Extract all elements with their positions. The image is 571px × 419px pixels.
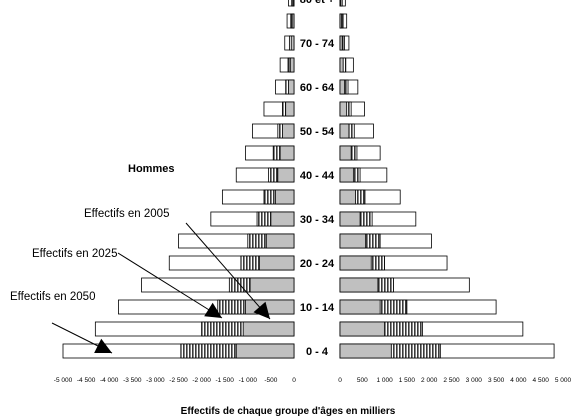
bar-female-effectifs-en-2005-15 — [339, 13, 342, 29]
age-label-2: 10 - 14 — [300, 302, 335, 314]
age-label-10: 50 - 54 — [300, 126, 335, 138]
male-bars — [62, 0, 295, 359]
bar-male-effectifs-en-2005-8 — [277, 167, 295, 183]
right-axis-ticks: 0 500 1 000 1 500 2 000 2 500 3 000 3 500 4 000 4… — [338, 377, 571, 384]
bar-male-effectifs-en-2005-2 — [245, 299, 295, 315]
bar-female-effectifs-en-2005-11 — [339, 101, 348, 117]
right-tick-label: 1 000 — [376, 377, 393, 384]
left-tick-label: -3 000 — [146, 377, 165, 384]
annotation-arrowhead-2 — [94, 338, 112, 353]
right-tick-label: 500 — [357, 377, 368, 384]
age-label-8: 40 - 44 — [300, 170, 335, 182]
bar-female-effectifs-en-2005-6 — [339, 211, 361, 227]
bar-female-effectifs-en-2005-9 — [339, 145, 352, 161]
left-tick-label: 0 — [292, 377, 296, 384]
x-axis-title: Effectifs de chaque groupe d'âges en mil… — [181, 406, 396, 417]
left-tick-label: -2 000 — [192, 377, 211, 384]
right-tick-label: 1 500 — [399, 377, 416, 384]
bar-female-effectifs-en-2005-16 — [339, 0, 342, 7]
annotation-label-2: Effectifs en 2050 — [10, 291, 95, 303]
bar-male-effectifs-en-2005-1 — [242, 321, 295, 337]
age-label-0: 0 - 4 — [306, 346, 329, 358]
left-tick-label: -4 000 — [100, 377, 119, 384]
age-labels: 0 - 4 10 - 14 20 - 24 30 - 34 40 - 44 50 - 54… — [300, 0, 335, 358]
bar-male-effectifs-en-2005-10 — [282, 123, 295, 139]
left-tick-label: -1 000 — [239, 377, 258, 384]
right-tick-label: 5 000 — [555, 377, 571, 384]
bar-female-effectifs-en-2005-0 — [339, 343, 392, 359]
right-tick-label: 2 000 — [421, 377, 438, 384]
annotation-arrowhead-0 — [253, 301, 270, 319]
bar-female-effectifs-en-2005-12 — [339, 79, 345, 95]
bar-male-effectifs-en-2005-15 — [291, 13, 295, 29]
bar-female-effectifs-en-2005-5 — [339, 233, 366, 249]
bar-female-effectifs-en-2005-2 — [339, 299, 381, 315]
bar-female-effectifs-en-2005-14 — [339, 35, 343, 51]
female-bars — [339, 0, 555, 359]
annotations: Effectifs en 2005 Effectifs en 2025 Effect… — [10, 208, 271, 354]
age-label-14: 70 - 74 — [300, 38, 335, 50]
right-tick-label: 3 500 — [488, 377, 505, 384]
bar-male-effectifs-en-2005-3 — [249, 277, 295, 293]
bar-male-effectifs-en-2005-14 — [290, 35, 295, 51]
bar-male-effectifs-en-2005-16 — [292, 0, 295, 7]
age-label-4: 20 - 24 — [300, 258, 335, 270]
bar-male-effectifs-en-2050-16 — [288, 0, 295, 7]
right-tick-label: 2 500 — [443, 377, 460, 384]
left-axis-ticks: -5 000 -4 500 -4 000 -3 500 -3 000 -2 500 -2 0… — [54, 377, 296, 384]
bar-male-effectifs-en-2005-4 — [258, 255, 295, 271]
left-tick-label: -1 500 — [215, 377, 234, 384]
bar-female-effectifs-en-2005-13 — [339, 57, 344, 73]
bar-male-effectifs-en-2005-9 — [279, 145, 295, 161]
bar-female-effectifs-en-2005-4 — [339, 255, 372, 271]
annotation-arrow-line-0 — [185, 222, 271, 320]
right-tick-label: 3 000 — [466, 377, 483, 384]
left-tick-label: -500 — [264, 377, 277, 384]
bar-female-effectifs-en-2005-7 — [339, 189, 357, 205]
annotation-label-0: Effectifs en 2005 — [84, 208, 169, 220]
left-tick-label: -3 500 — [123, 377, 142, 384]
age-label-16: 80 et + — [300, 0, 335, 6]
annotation-label-1: Effectifs en 2025 — [32, 248, 117, 260]
age-label-6: 30 - 34 — [300, 214, 335, 226]
age-label-12: 60 - 64 — [300, 82, 335, 94]
bar-male-effectifs-en-2005-12 — [288, 79, 295, 95]
right-tick-label: 4 500 — [533, 377, 550, 384]
bar-male-effectifs-en-2005-7 — [275, 189, 295, 205]
right-tick-label: 0 — [338, 377, 342, 384]
sex-label-men: Hommes — [128, 163, 174, 175]
bar-male-effectifs-en-2005-5 — [265, 233, 295, 249]
bar-male-effectifs-en-2005-13 — [289, 57, 295, 73]
left-tick-label: -5 000 — [54, 377, 73, 384]
bar-female-effectifs-en-2005-1 — [339, 321, 385, 337]
left-tick-label: -4 500 — [77, 377, 96, 384]
bar-male-effectifs-en-2005-11 — [285, 101, 295, 117]
right-tick-label: 4 000 — [510, 377, 527, 384]
bar-male-effectifs-en-2005-6 — [270, 211, 295, 227]
annotation-arrowhead-1 — [204, 302, 222, 318]
bar-female-effectifs-en-2005-8 — [339, 167, 354, 183]
annotation-arrow-line-1 — [117, 252, 223, 319]
bar-female-effectifs-en-2050-16 — [339, 0, 346, 7]
bar-female-effectifs-en-2005-3 — [339, 277, 379, 293]
bar-female-effectifs-en-2005-10 — [339, 123, 350, 139]
bar-male-effectifs-en-2005-0 — [235, 343, 295, 359]
left-tick-label: -2 500 — [169, 377, 188, 384]
